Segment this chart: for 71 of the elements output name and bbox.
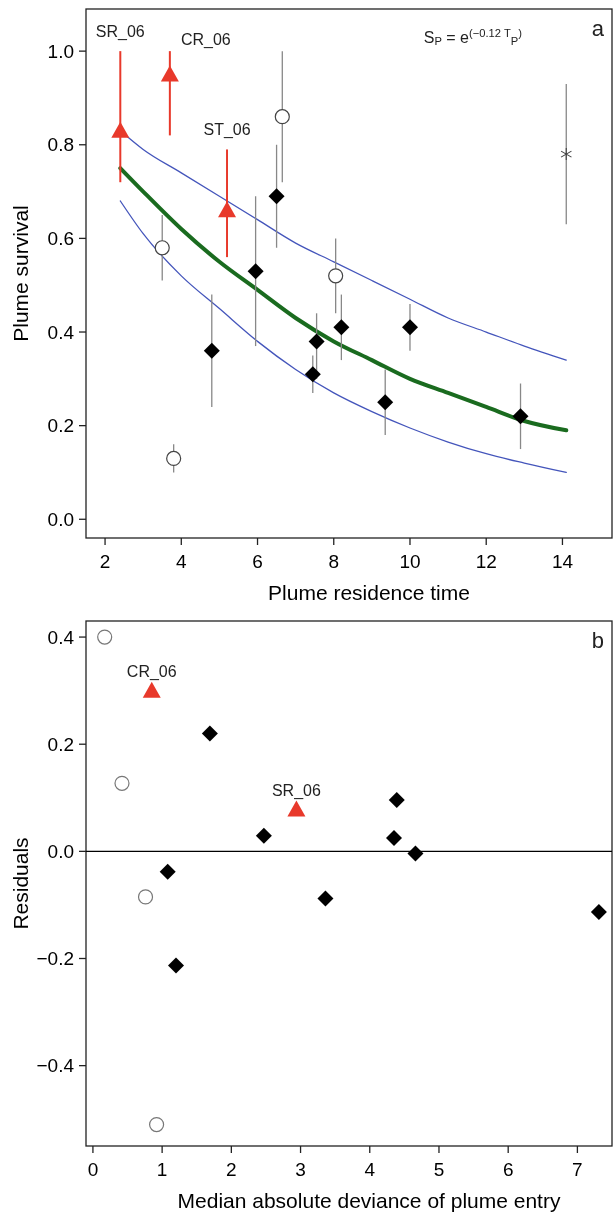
annotation: b — [591, 628, 604, 653]
point — [114, 775, 130, 791]
point — [328, 268, 344, 284]
y-tick-label: 1.0 — [47, 40, 74, 62]
point — [385, 829, 402, 846]
x-tick-label: 4 — [176, 551, 187, 572]
point — [560, 147, 573, 161]
point — [407, 845, 424, 862]
annotation: CR_06 — [126, 662, 177, 681]
x-tick-label: 5 — [433, 1159, 445, 1180]
y-tick-label: 0.4 — [47, 626, 75, 648]
x-tick-label: 10 — [399, 551, 421, 572]
point — [317, 890, 334, 907]
point — [333, 319, 350, 336]
y-tick-label: 0.8 — [47, 134, 74, 156]
point — [203, 342, 220, 359]
x-tick-label: 7 — [572, 1159, 583, 1180]
x-tick-label: 6 — [502, 1159, 514, 1180]
x-tick-label: 8 — [328, 551, 340, 572]
point — [274, 109, 290, 125]
point — [287, 800, 306, 817]
point — [142, 681, 161, 698]
point — [590, 903, 607, 920]
annotation: SR_06 — [271, 781, 321, 800]
point — [377, 394, 394, 411]
y-tick-label: 0.6 — [47, 228, 74, 250]
point — [137, 889, 154, 905]
point — [255, 827, 272, 844]
y-tick-label: 0.2 — [47, 733, 74, 755]
point — [159, 863, 176, 880]
line-series — [119, 200, 567, 474]
y-tick-label: 0.0 — [47, 508, 74, 530]
annotation: CR_06 — [180, 31, 231, 50]
x-tick-label: 3 — [295, 1159, 306, 1180]
x-tick-label: 2 — [226, 1159, 237, 1180]
point — [111, 121, 130, 138]
point — [247, 263, 264, 280]
x-axis-title: Median absolute deviance of plume entry — [177, 1189, 561, 1212]
x-axis-title: Plume residence time — [268, 581, 470, 604]
x-tick-label: 14 — [551, 551, 574, 572]
annotation: SR_06 — [95, 23, 145, 42]
annotation: ST_06 — [203, 121, 251, 140]
y-tick-label: 0.0 — [47, 841, 74, 863]
x-tick-label: 4 — [364, 1159, 376, 1180]
y-tick-label: 0.2 — [47, 415, 74, 437]
point — [97, 629, 113, 645]
y-axis-title: Plume survival — [9, 205, 32, 342]
point — [149, 1116, 165, 1133]
x-tick-label: 1 — [156, 1159, 168, 1180]
point — [401, 319, 418, 336]
y-tick-label: −0.4 — [36, 1055, 75, 1077]
point — [512, 408, 529, 425]
point — [154, 240, 170, 256]
line-series — [118, 166, 569, 433]
x-tick-label: 2 — [99, 551, 111, 572]
y-tick-label: 0.4 — [47, 321, 75, 343]
point — [167, 957, 184, 974]
x-tick-label: 6 — [252, 551, 263, 572]
annotation: a — [591, 16, 605, 41]
point — [308, 333, 325, 350]
point — [268, 188, 285, 205]
y-axis-title: Residuals — [9, 837, 32, 930]
point — [304, 366, 321, 383]
point — [201, 725, 218, 742]
point — [388, 791, 405, 808]
y-tick-label: −0.2 — [36, 948, 74, 970]
point — [160, 65, 179, 82]
x-tick-label: 0 — [87, 1159, 99, 1180]
point — [218, 201, 237, 218]
point — [166, 450, 182, 467]
x-tick-label: 12 — [475, 551, 497, 572]
